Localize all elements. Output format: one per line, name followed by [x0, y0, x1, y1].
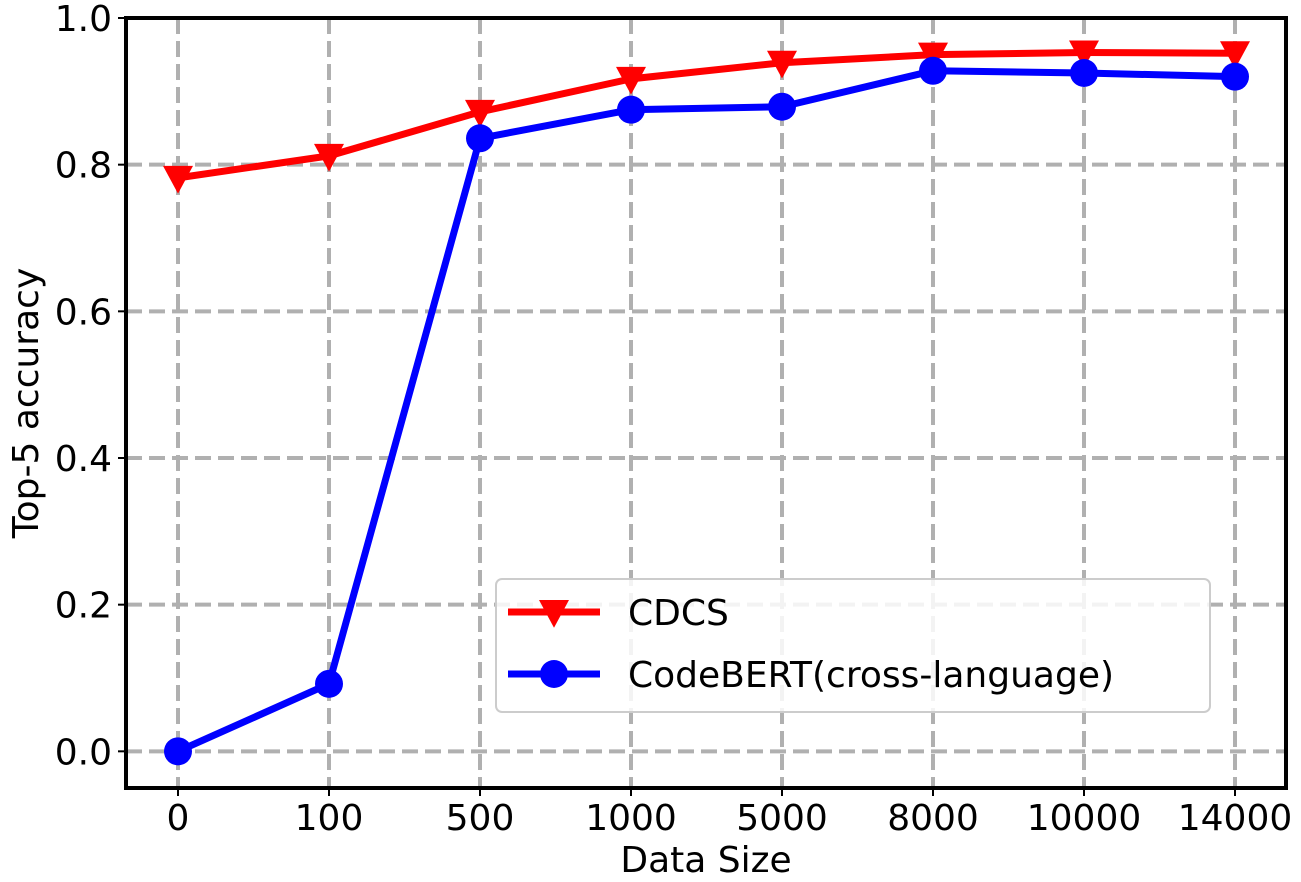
legend-marker	[539, 600, 569, 628]
data-point	[767, 50, 797, 79]
x-tick-label: 1000	[585, 798, 677, 839]
data-point	[1220, 41, 1250, 69]
data-point	[315, 669, 343, 698]
data-point	[465, 99, 495, 128]
data-point	[617, 95, 645, 124]
data-point	[1070, 59, 1098, 87]
x-tick-label: 500	[446, 798, 515, 839]
data-point	[1221, 62, 1249, 91]
plot-frame	[124, 16, 1288, 790]
data-point	[918, 42, 948, 71]
y-tick-label: 0.6	[55, 292, 112, 333]
y-tick-label: 0.4	[55, 439, 112, 480]
legend-marker	[540, 660, 568, 688]
y-axis-ticks: 0.0 0.2 0.4 0.6 0.8 1.0	[55, 0, 126, 773]
y-tick-label: 0.8	[55, 146, 112, 187]
x-tick-label: 5000	[736, 798, 828, 839]
data-point	[1069, 40, 1099, 69]
legend-label: CDCS	[628, 593, 729, 634]
series-line	[176, 67, 1236, 755]
data-point	[919, 56, 947, 85]
data-point	[768, 92, 796, 121]
y-axis-label: Top-5 accuracy	[6, 268, 47, 540]
data-point	[466, 124, 494, 153]
series-1	[164, 56, 1249, 766]
x-tick-label: 100	[295, 798, 364, 839]
legend-label: CodeBERT(cross-language)	[628, 655, 1114, 696]
x-axis-ticks: 0 100 500 1000 5000 8000 10000 14000	[167, 788, 1293, 839]
data-point	[163, 165, 193, 194]
x-axis-label: Data Size	[620, 840, 791, 881]
data-point	[616, 66, 646, 95]
series-layer	[163, 40, 1250, 766]
data-point	[164, 737, 192, 766]
x-tick-label: 10000	[1027, 798, 1142, 839]
series-line	[177, 48, 1236, 182]
y-tick-label: 1.0	[55, 0, 112, 40]
data-point	[314, 143, 344, 172]
x-tick-label: 14000	[1178, 798, 1293, 839]
legend-box	[495, 578, 1211, 713]
y-tick-label: 0.0	[55, 732, 112, 773]
y-tick-label: 0.2	[55, 586, 112, 627]
x-tick-label: 0	[167, 798, 190, 839]
series-0	[163, 40, 1250, 194]
legend: CDCS CodeBERT(cross-language)	[495, 578, 1211, 713]
x-tick-label: 8000	[887, 798, 979, 839]
